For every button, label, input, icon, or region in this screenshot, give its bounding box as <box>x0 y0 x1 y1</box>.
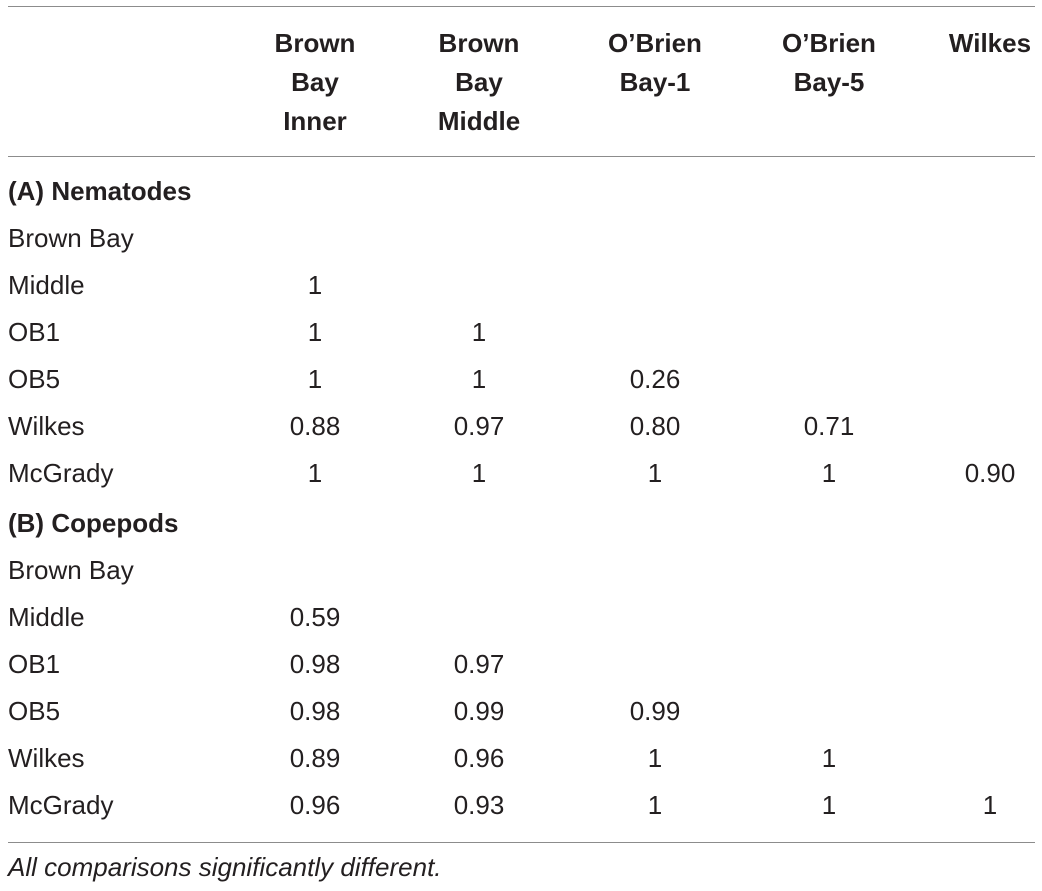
column-header: O’Brien Bay-5 <box>782 28 876 97</box>
table-cell: 0.88 <box>289 411 341 441</box>
row-label: McGrady <box>8 458 114 488</box>
table-cell: 0.98 <box>289 649 341 679</box>
row-label: Wilkes <box>8 411 85 441</box>
table-cell: 0.96 <box>289 790 341 820</box>
section-title: (A) Nematodes <box>8 176 192 206</box>
table-cell: 0.71 <box>803 411 855 441</box>
table-cell: 1 <box>647 458 663 488</box>
table-cell: 0.80 <box>629 411 681 441</box>
row-label: OB1 <box>8 649 61 679</box>
table-cell: 0.93 <box>453 790 505 820</box>
table-cell: 1 <box>307 458 323 488</box>
table-cell: 0.97 <box>453 649 505 679</box>
table-cell: 1 <box>471 317 487 347</box>
table-cell: 0.59 <box>289 602 341 632</box>
table-cell: 0.99 <box>453 696 505 726</box>
table-cell: 0.98 <box>289 696 341 726</box>
row-label: OB5 <box>8 696 61 726</box>
table-cell: 0.89 <box>289 743 341 773</box>
table-cell: 1 <box>647 743 663 773</box>
table-cell: 1 <box>307 364 323 394</box>
column-header: O’Brien Bay-1 <box>608 28 702 97</box>
table-cell: 0.26 <box>629 364 681 394</box>
table-cell: 1 <box>821 790 837 820</box>
row-label: Wilkes <box>8 743 85 773</box>
row-label: Brown Bay <box>8 555 134 585</box>
table-bottom-rule <box>8 842 1035 843</box>
table-cell: 0.90 <box>964 458 1016 488</box>
column-header: Brown Bay Inner <box>274 28 356 136</box>
row-label: McGrady <box>8 790 114 820</box>
table-footnote: All comparisons significantly different. <box>8 852 442 882</box>
table-cell: 1 <box>471 458 487 488</box>
table-cell: 1 <box>982 790 998 820</box>
table-cell: 0.96 <box>453 743 505 773</box>
table-cell: 1 <box>647 790 663 820</box>
table-cell: 1 <box>471 364 487 394</box>
row-label: OB5 <box>8 364 61 394</box>
table-cell: 1 <box>307 317 323 347</box>
column-header: Wilkes <box>948 28 1032 58</box>
row-label: Middle <box>8 270 85 300</box>
column-header: Brown Bay Middle <box>437 28 521 136</box>
table-header-rule <box>8 156 1035 157</box>
table-cell: 0.97 <box>453 411 505 441</box>
table-cell: 0.99 <box>629 696 681 726</box>
row-label: Middle <box>8 602 85 632</box>
row-label: Brown Bay <box>8 223 134 253</box>
table-cell: 1 <box>821 458 837 488</box>
table-top-rule <box>8 6 1035 7</box>
table-cell: 1 <box>307 270 323 300</box>
table-cell: 1 <box>821 743 837 773</box>
section-title: (B) Copepods <box>8 508 179 538</box>
row-label: OB1 <box>8 317 61 347</box>
